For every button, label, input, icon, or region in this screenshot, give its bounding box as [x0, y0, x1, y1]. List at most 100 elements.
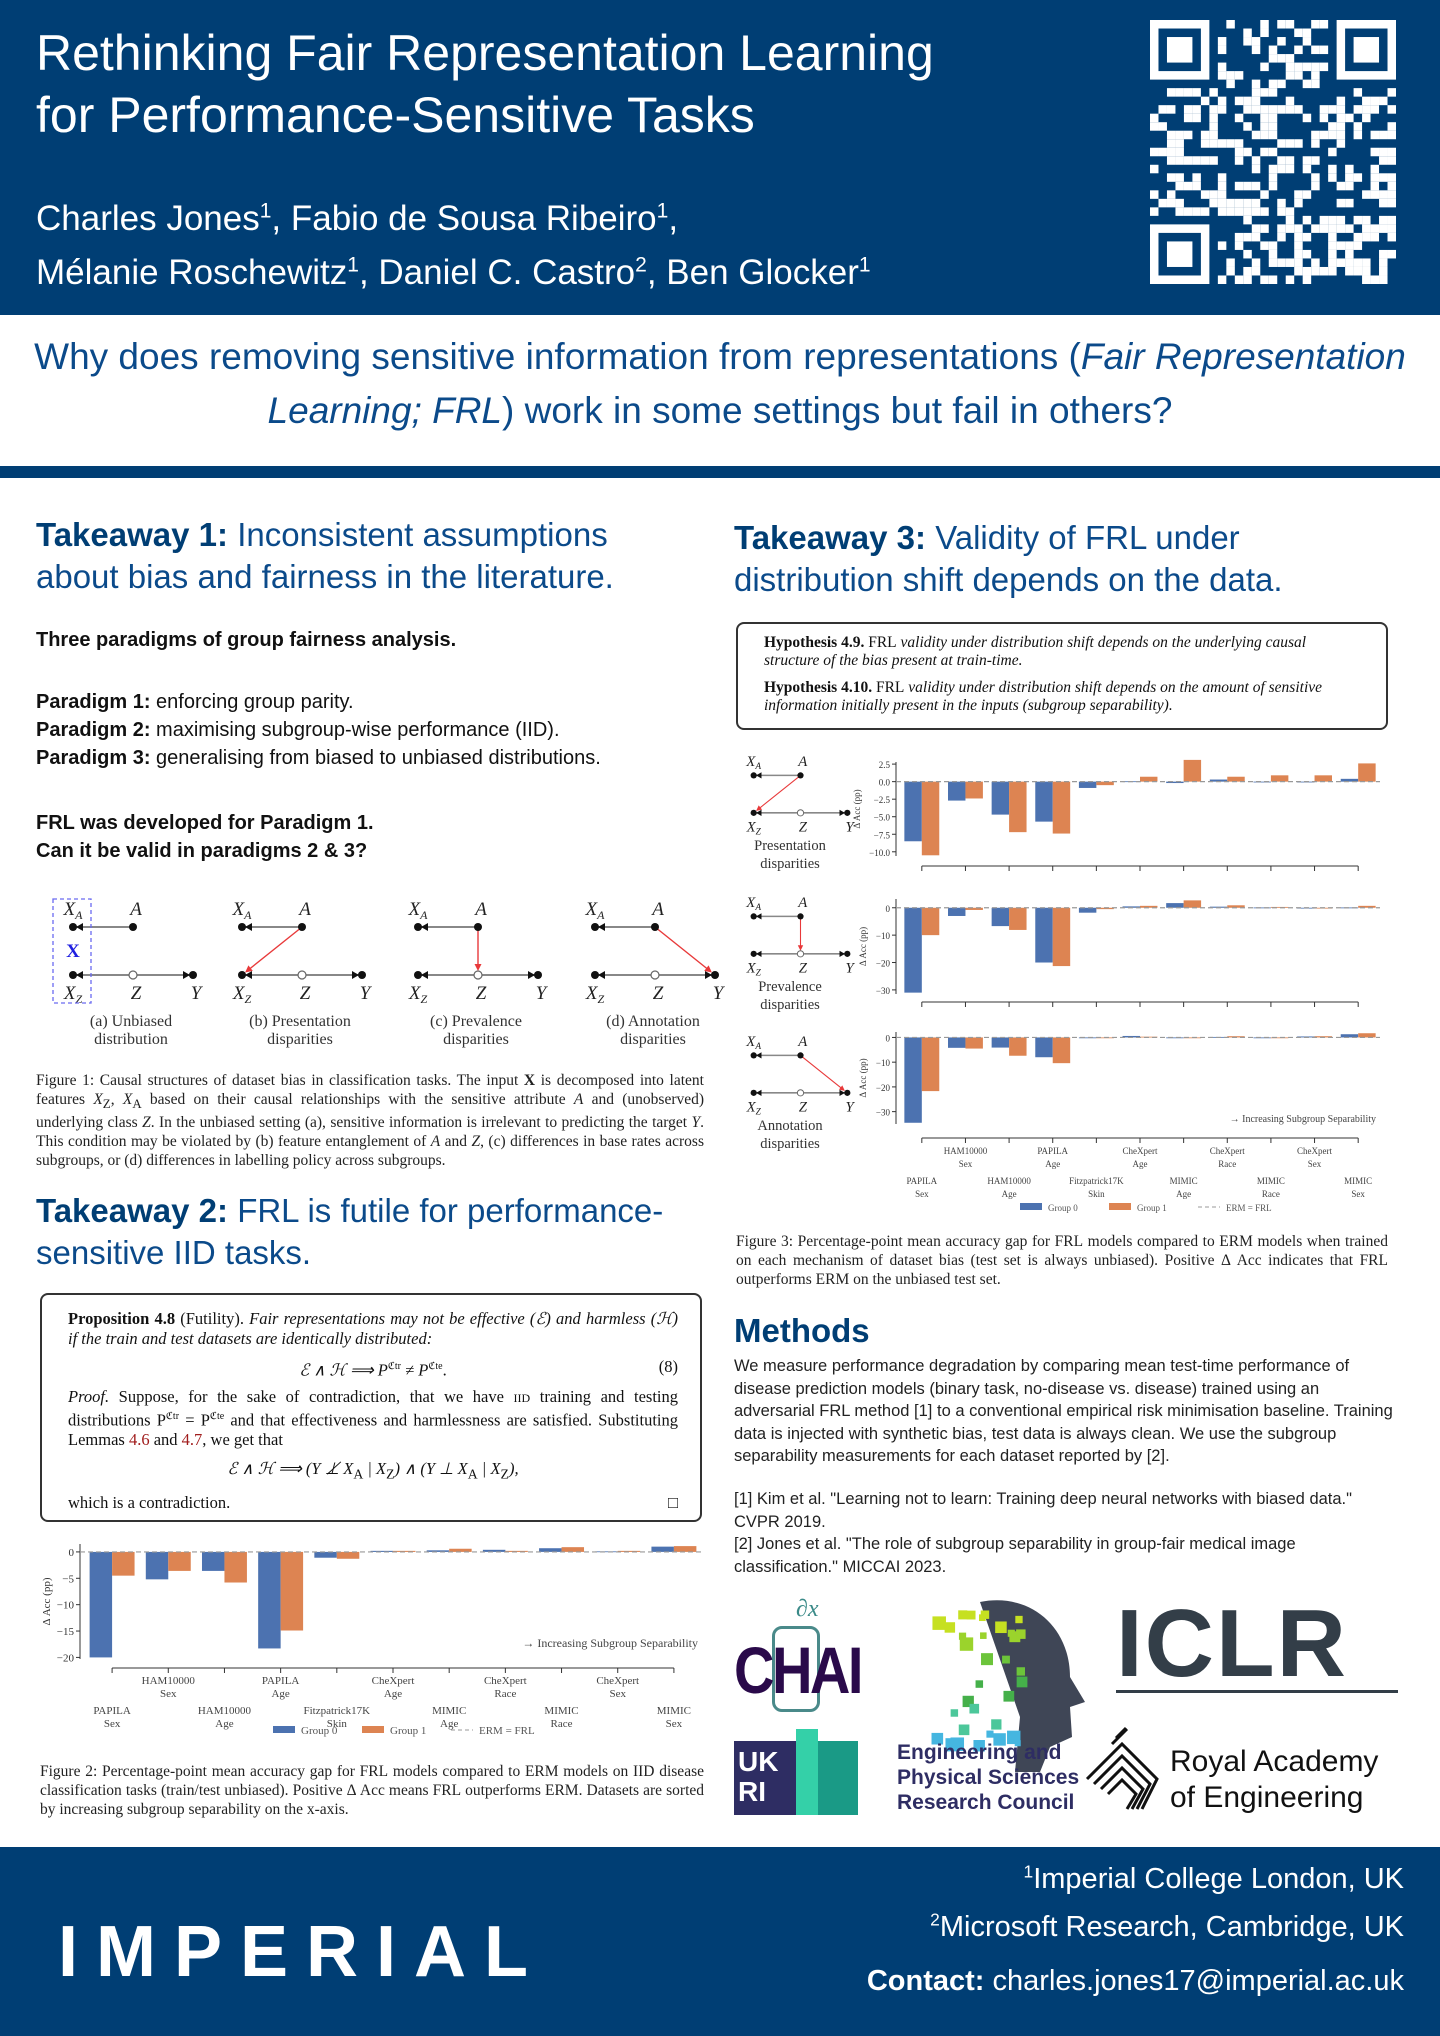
bar-group-1 — [1140, 905, 1158, 908]
pixel-square — [1002, 1655, 1010, 1664]
text-fragment: models on — [558, 1763, 633, 1780]
paradigm-text: generalising from biased to unbiased dis… — [156, 747, 601, 769]
bar-group-0 — [1035, 907, 1053, 963]
qr-module — [1268, 241, 1278, 250]
qr-module — [1285, 139, 1295, 148]
qr-module — [1277, 198, 1286, 208]
qr-module — [1268, 105, 1278, 114]
contact: Contact: charles.jones17@imperial.ac.uk — [867, 1965, 1404, 1998]
fig3-panel-label: Presentation disparities — [730, 837, 850, 873]
qr-module — [1328, 266, 1337, 276]
qr-code[interactable] — [1150, 20, 1396, 284]
label-z: Z — [131, 983, 142, 1004]
bar-group-0 — [1035, 781, 1053, 822]
qr-module — [1285, 164, 1295, 174]
label-xz-sub: Z — [420, 992, 427, 1006]
author-name: Mélanie Roschewitz — [36, 253, 348, 292]
qr-module — [1209, 190, 1218, 199]
label-xz: XZ — [63, 983, 83, 1006]
equation-8: ℰ ∧ ℋ ⟹ Pℭtr ≠ Pℭte. (8) — [68, 1357, 678, 1381]
methods-body: We measure performance degradation by co… — [734, 1357, 1393, 1465]
bar-group-1 — [561, 1547, 585, 1552]
qr-module — [1217, 173, 1227, 182]
arrowhead-icon — [421, 923, 428, 931]
qr-module — [1285, 275, 1295, 284]
text-fragment: and that effectiveness and harmlessness … — [68, 1410, 679, 1449]
qr-module — [1209, 130, 1218, 140]
qr-module — [1234, 96, 1244, 106]
qr-module — [1379, 96, 1388, 106]
qr-module — [1319, 105, 1329, 114]
bar-group-1 — [1227, 1036, 1245, 1038]
qr-module — [1183, 181, 1193, 191]
x-tick-label: Age — [384, 1688, 402, 1700]
methods-heading: Methods — [734, 1312, 870, 1349]
lemma-link[interactable]: 4.7 — [181, 1430, 203, 1449]
causal-diagram-label: (b) Presentation disparities — [205, 1013, 395, 1049]
x-tick-label: Age — [1002, 1189, 1017, 1199]
qr-module — [1166, 147, 1176, 157]
lemma-link[interactable]: 4.6 — [128, 1430, 150, 1449]
qr-module — [1336, 215, 1346, 225]
qr-module — [1277, 79, 1286, 89]
node-xz — [238, 971, 246, 979]
qr-module — [1243, 105, 1252, 114]
label-xz: XZ — [585, 983, 605, 1006]
y-tick-label: −2.5 — [874, 795, 891, 805]
frl-question-line1: FRL was developed for Paradigm 1. — [36, 812, 374, 834]
qr-module — [1294, 198, 1303, 208]
bar-group-1 — [168, 1551, 191, 1571]
qr-module — [1150, 122, 1159, 131]
bar-group-0 — [1035, 1037, 1053, 1058]
node-y — [189, 971, 197, 979]
qr-module — [1243, 266, 1252, 276]
qr-module — [1328, 173, 1337, 182]
pixel-square — [958, 1632, 967, 1640]
qr-module — [1260, 207, 1269, 216]
text-fragment: ) ∧ (Y ⊥ X — [394, 1459, 468, 1478]
qr-module — [1192, 105, 1201, 114]
bar-group-0 — [1078, 907, 1097, 913]
qr-module — [1379, 198, 1388, 208]
bar-group-1 — [1140, 776, 1158, 782]
pixel-square — [944, 1622, 956, 1633]
qr-module — [1166, 88, 1176, 97]
qed-icon: □ — [668, 1493, 678, 1513]
paradigm-item: Paradigm 3: generalising from biased to … — [36, 744, 716, 772]
takeaway1-label: Takeaway 1: — [36, 516, 229, 553]
qr-module — [1285, 54, 1295, 63]
qr-module — [1268, 147, 1278, 157]
fig3-panel-label: Annotation disparities — [730, 1117, 850, 1153]
x-tick-label: Sex — [959, 1159, 973, 1169]
bar-group-0 — [1340, 778, 1359, 782]
text-fragment: Proposition 4.8 — [68, 1309, 176, 1328]
text-fragment: . In the unbiased setting (a), sensitive… — [150, 1114, 692, 1132]
text-fragment: and — [440, 1133, 472, 1151]
arrowhead-icon — [756, 950, 762, 957]
text-fragment: Z — [500, 1466, 509, 1482]
qr-module — [1387, 181, 1396, 191]
label-y: Y — [191, 983, 204, 1004]
label-xa-sub: A — [419, 908, 428, 922]
text-fragment: ICLR — [1116, 1590, 1348, 1697]
qr-module — [1294, 258, 1303, 267]
figure2-bar-chart: 0−5−10−15−20Δ Acc (pp)PAPILASexHAM10000S… — [41, 1544, 702, 1737]
x-tick-label: Sex — [915, 1189, 929, 1199]
qr-module — [1353, 88, 1363, 97]
qr-module — [1379, 249, 1388, 259]
affiliation-1: 1Imperial College London, UK — [1024, 1863, 1404, 1896]
text-fragment: Research Council — [897, 1791, 1075, 1814]
qr-module — [1175, 207, 1184, 216]
x-tick-label: CheXpert — [1123, 1146, 1158, 1156]
text-fragment: based on their causal relationships with… — [141, 1091, 574, 1108]
bar-group-0 — [1253, 781, 1271, 783]
qr-module — [1277, 105, 1286, 114]
qr-module — [1362, 232, 1371, 242]
qr-module — [1217, 241, 1227, 250]
qr-module — [1243, 275, 1252, 284]
qr-module — [1311, 62, 1320, 72]
qr-module — [1379, 275, 1388, 284]
qr-module — [1166, 156, 1176, 165]
references: [1] Kim et al. "Learning not to learn: T… — [734, 1488, 1402, 1578]
contact-email[interactable]: charles.jones17@imperial.ac.uk — [992, 1965, 1404, 1997]
